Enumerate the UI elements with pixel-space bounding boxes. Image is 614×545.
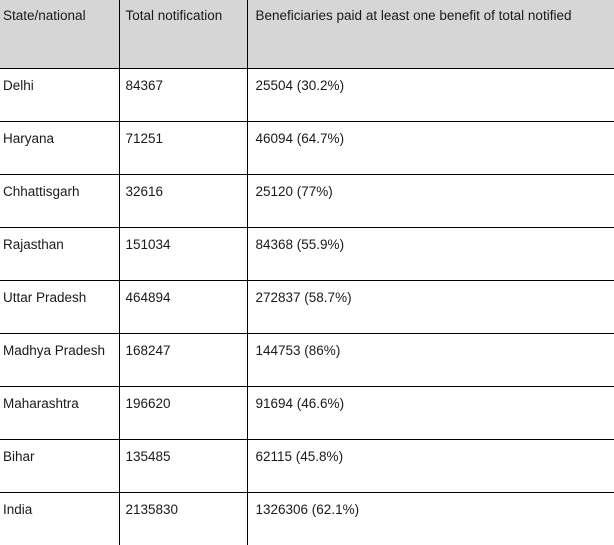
cell-beneficiaries: 46094 (64.7%) xyxy=(247,122,614,175)
cell-beneficiaries: 1326306 (62.1%) xyxy=(247,493,614,545)
cell-beneficiaries: 84368 (55.9%) xyxy=(247,228,614,281)
cell-state: Madhya Pradesh xyxy=(0,334,119,387)
cell-state: Rajasthan xyxy=(0,228,119,281)
cell-beneficiaries: 62115 (45.8%) xyxy=(247,440,614,493)
cell-total: 2135830 xyxy=(119,493,247,545)
cell-beneficiaries: 25120 (77%) xyxy=(247,175,614,228)
table-row: Maharashtra 196620 91694 (46.6%) xyxy=(0,387,614,440)
header-state: State/national xyxy=(0,0,119,69)
cell-total: 71251 xyxy=(119,122,247,175)
cell-state: Chhattisgarh xyxy=(0,175,119,228)
cell-total: 464894 xyxy=(119,281,247,334)
cell-total: 32616 xyxy=(119,175,247,228)
cell-state: Bihar xyxy=(0,440,119,493)
table-row: Uttar Pradesh 464894 272837 (58.7%) xyxy=(0,281,614,334)
header-total-notification: Total notification xyxy=(119,0,247,69)
table-row: India 2135830 1326306 (62.1%) xyxy=(0,493,614,545)
cell-beneficiaries: 91694 (46.6%) xyxy=(247,387,614,440)
table-row: Delhi 84367 25504 (30.2%) xyxy=(0,69,614,122)
cell-state: Delhi xyxy=(0,69,119,122)
cell-state: Uttar Pradesh xyxy=(0,281,119,334)
table-row: Bihar 135485 62115 (45.8%) xyxy=(0,440,614,493)
cell-total: 84367 xyxy=(119,69,247,122)
table-row: Haryana 71251 46094 (64.7%) xyxy=(0,122,614,175)
cell-state: Maharashtra xyxy=(0,387,119,440)
cell-total: 168247 xyxy=(119,334,247,387)
header-row: State/national Total notification Benefi… xyxy=(0,0,614,69)
cell-state: Haryana xyxy=(0,122,119,175)
table-body: Delhi 84367 25504 (30.2%) Haryana 71251 … xyxy=(0,69,614,545)
cell-beneficiaries: 25504 (30.2%) xyxy=(247,69,614,122)
header-beneficiaries: Beneficiaries paid at least one benefit … xyxy=(247,0,614,69)
cell-beneficiaries: 272837 (58.7%) xyxy=(247,281,614,334)
cell-beneficiaries: 144753 (86%) xyxy=(247,334,614,387)
cell-total: 196620 xyxy=(119,387,247,440)
table-row: Chhattisgarh 32616 25120 (77%) xyxy=(0,175,614,228)
cell-total: 151034 xyxy=(119,228,247,281)
table-row: Madhya Pradesh 168247 144753 (86%) xyxy=(0,334,614,387)
table-header: State/national Total notification Benefi… xyxy=(0,0,614,69)
table-row: Rajasthan 151034 84368 (55.9%) xyxy=(0,228,614,281)
cell-state: India xyxy=(0,493,119,545)
cell-total: 135485 xyxy=(119,440,247,493)
